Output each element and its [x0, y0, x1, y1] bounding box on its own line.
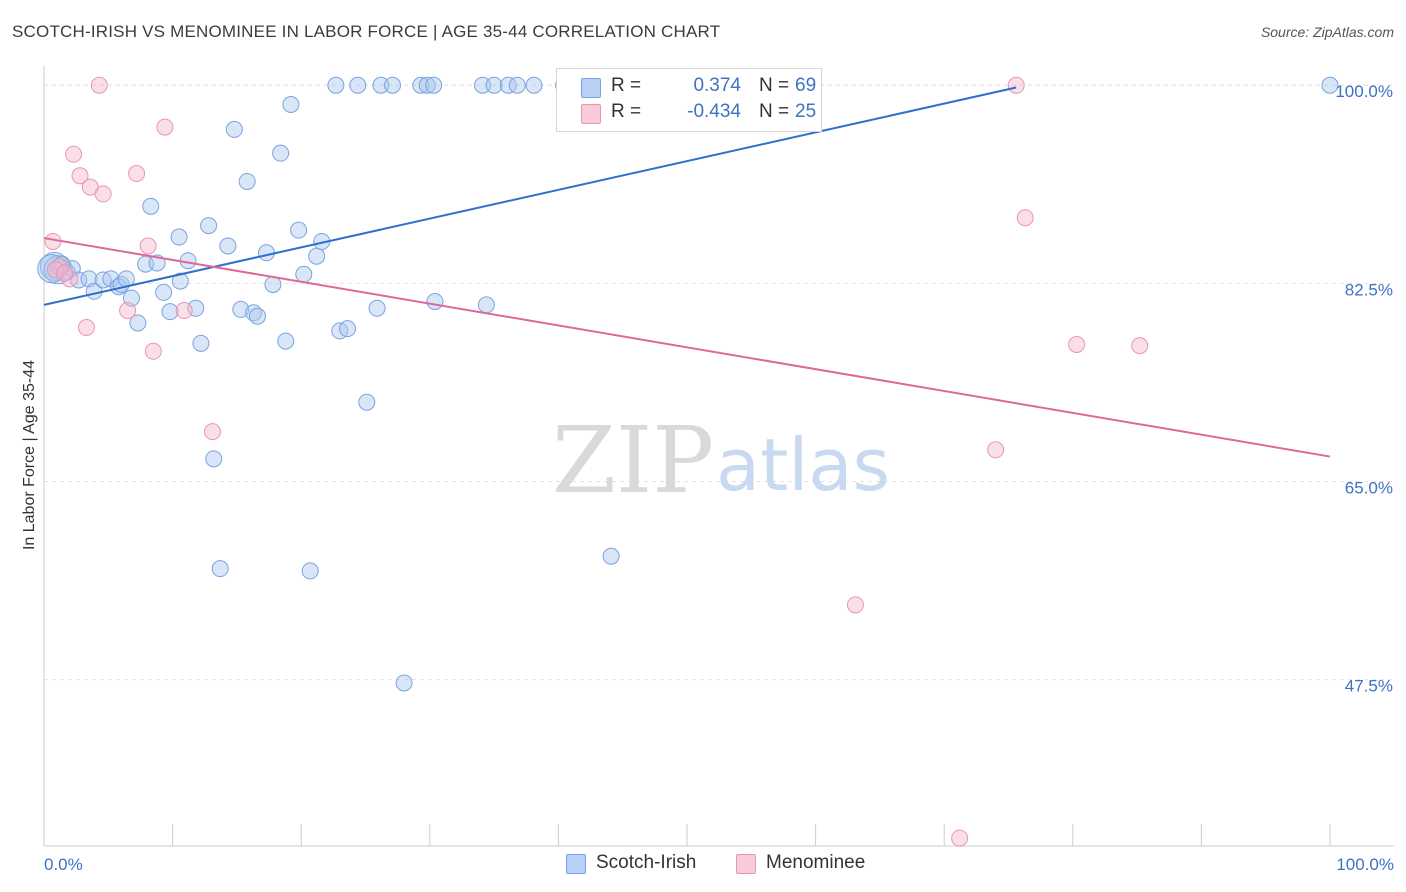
y-tick-label: 65.0% [1345, 478, 1393, 497]
scotch-irish-point [80, 270, 98, 288]
menominee-point [56, 264, 74, 282]
menominee-point [47, 261, 65, 279]
menominee-point [175, 302, 193, 320]
scotch-irish-point [211, 560, 229, 578]
watermark-atlas: atlas [716, 423, 890, 507]
menominee-point [128, 165, 146, 183]
scotch-irish-point [395, 674, 413, 692]
scotch-irish-point [155, 283, 173, 301]
scotch-irish-point [1321, 76, 1339, 94]
menominee-point [1131, 337, 1149, 355]
scotch-irish-point [238, 172, 256, 190]
scotch-irish-point [170, 228, 188, 246]
legend-swatch-pink [736, 854, 756, 874]
legend-n-label: N = [759, 75, 790, 96]
scotch-irish-point [418, 76, 436, 94]
legend-n-value: 69 [795, 75, 817, 96]
scotch-irish-trend-line [43, 86, 1017, 306]
scotch-irish-point [308, 247, 326, 265]
source-label: Source: ZipAtlas.com [1260, 24, 1394, 40]
scotch-irish-point [142, 197, 160, 215]
scotch-irish-point [384, 76, 402, 94]
scotch-irish-point [525, 76, 543, 94]
scotch-irish-point [295, 265, 313, 283]
scotch-irish-point [277, 332, 295, 350]
scotch-irish-point [129, 314, 147, 332]
scotch-irish-point [425, 76, 443, 94]
scotch-irish-point [200, 217, 218, 235]
legend-r-value: -0.434 [687, 101, 741, 122]
x-tick-label: 0.0% [44, 855, 83, 874]
scotch-irish-point [257, 244, 275, 262]
y-tick-label: 82.5% [1345, 280, 1393, 299]
menominee-point [77, 319, 95, 337]
scotch-irish-point [290, 221, 308, 239]
menominee-point [90, 76, 108, 94]
scotch-irish-point [338, 320, 356, 338]
scotch-irish-point [602, 547, 620, 565]
data-points [37, 76, 1339, 847]
chart-title: SCOTCH-IRISH VS MENOMINEE IN LABOR FORCE… [12, 22, 721, 41]
menominee-point [71, 167, 89, 185]
scotch-irish-point [301, 562, 319, 580]
legend-r-value: 0.374 [693, 75, 741, 96]
menominee-point [203, 423, 221, 441]
watermark-zip: ZIP [552, 407, 714, 514]
scotch-irish-point [272, 144, 290, 162]
menominee-point [65, 145, 83, 163]
series-legend: Scotch-Irish Menominee [0, 852, 1406, 878]
menominee-point [1007, 76, 1025, 94]
scotch-irish-point [477, 296, 495, 314]
scotch-irish-point [426, 292, 444, 310]
menominee-trend-line [43, 237, 1331, 458]
trend-lines [43, 86, 1331, 458]
scotch-irish-point [474, 76, 492, 94]
legend-n-value: 25 [795, 101, 817, 122]
legend-r-label: R = [611, 75, 642, 96]
y-tick-label: 47.5% [1345, 677, 1393, 696]
axes [43, 66, 1394, 847]
y-tick-label: 100.0% [1335, 82, 1393, 101]
legend-swatch-blue [581, 78, 601, 98]
scotch-irish-point [485, 76, 503, 94]
scotch-irish-point [372, 76, 390, 94]
legend-n-label: N = [759, 101, 790, 122]
scotch-irish-point [171, 272, 189, 290]
menominee-point [846, 596, 864, 614]
scotch-irish-point [358, 393, 376, 411]
scotch-irish-point [219, 237, 237, 255]
legend-r-label: R = [611, 101, 642, 122]
scotch-irish-point [499, 76, 517, 94]
scotch-irish-point [161, 303, 179, 321]
tick-labels: 100.0% 82.5% 65.0% 47.5% 0.0% 100.0% [44, 82, 1394, 874]
scotch-irish-point [248, 307, 266, 325]
scotch-irish-point [282, 95, 300, 113]
legend-swatch-blue [566, 854, 586, 874]
menominee-point [139, 237, 157, 255]
x-tick-label: 100.0% [1336, 855, 1394, 874]
scotch-irish-point [192, 334, 210, 352]
scotch-irish-point [232, 300, 250, 318]
scotch-irish-point [508, 76, 526, 94]
menominee-point [156, 118, 174, 136]
legend-label: Scotch-Irish [596, 852, 697, 873]
scotch-irish-point [349, 76, 367, 94]
scotch-irish-point [225, 120, 243, 138]
stats-legend: R = 0.374 N = 69 R = -0.434 N = 25 [556, 68, 822, 132]
watermark: ZIP atlas [552, 407, 890, 514]
menominee-point [144, 342, 162, 360]
menominee-point [1016, 209, 1034, 227]
scotch-irish-point [368, 299, 386, 317]
scotch-irish-point [327, 76, 345, 94]
menominee-point [119, 302, 137, 320]
scotch-irish-point [205, 450, 223, 468]
legend-swatch-pink [581, 104, 601, 124]
scotch-irish-point [412, 76, 430, 94]
menominee-point [951, 829, 969, 847]
menominee-point [987, 441, 1005, 459]
legend-label: Menominee [766, 852, 866, 873]
menominee-point [1068, 335, 1086, 353]
menominee-point [94, 185, 112, 203]
